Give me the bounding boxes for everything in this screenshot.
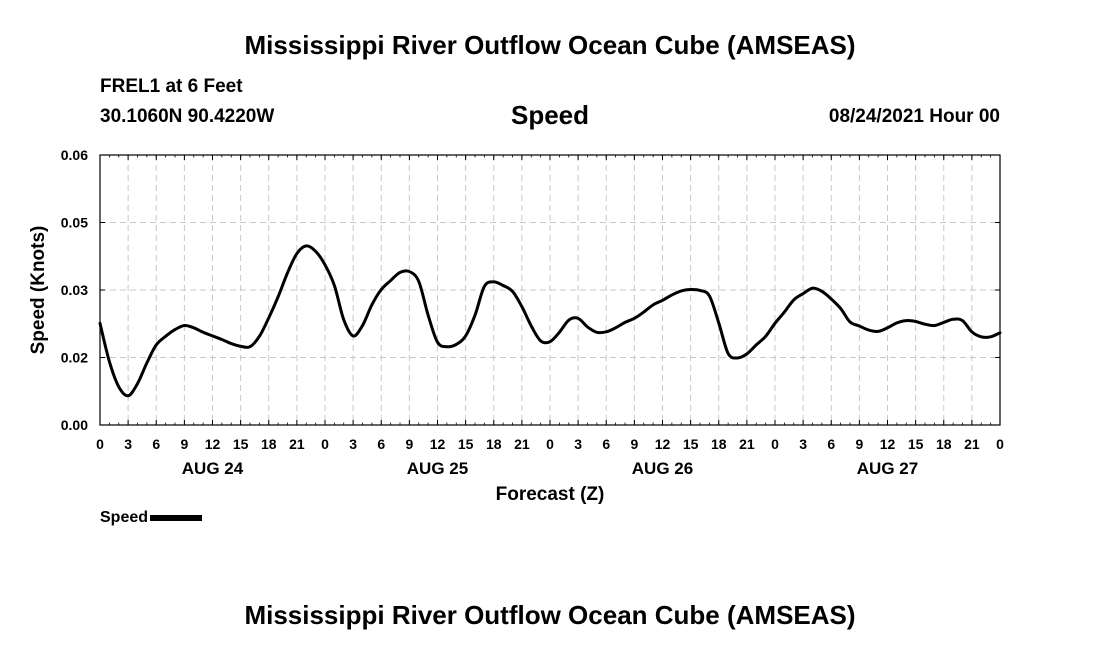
coordinates-label: 30.1060N 90.4220W: [100, 106, 275, 127]
x-tick-label: 15: [458, 436, 474, 452]
x-tick-label: 12: [430, 436, 446, 452]
station-label: FREL1 at 6 Feet: [100, 76, 243, 97]
x-tick-label: 3: [799, 436, 807, 452]
x-tick-label: 15: [908, 436, 924, 452]
x-tick-label: 0: [771, 436, 779, 452]
x-tick-label: 9: [630, 436, 638, 452]
speed-series-line: [98, 244, 1002, 398]
x-tick-label: 15: [233, 436, 249, 452]
x-tick-label: 12: [655, 436, 671, 452]
x-tick-label: 18: [711, 436, 727, 452]
x-tick-label: 18: [936, 436, 952, 452]
x-tick-label: 0: [96, 436, 104, 452]
x-tick-label: 12: [880, 436, 896, 452]
y-tick-label: 0.06: [61, 147, 88, 163]
x-tick-label: 9: [180, 436, 188, 452]
x-tick-label: 0: [321, 436, 329, 452]
x-tick-label: 9: [405, 436, 413, 452]
chart-title: Speed: [510, 100, 590, 130]
chart-main-title: Mississippi River Outflow Ocean Cube (AM…: [244, 30, 856, 60]
legend-label: Speed: [100, 509, 149, 526]
footer-title: Mississippi River Outflow Ocean Cube (AM…: [244, 600, 856, 630]
x-tick-label: 15: [683, 436, 699, 452]
x-tick-label: 3: [574, 436, 582, 452]
x-tick-label: 3: [349, 436, 357, 452]
run-time-label: 08/24/2021 Hour 00: [828, 106, 1000, 127]
legend: Speed: [100, 509, 203, 527]
x-tick-label: 6: [377, 436, 385, 452]
y-axis-title: Speed (Knots): [28, 226, 49, 355]
day-label: AUG 24: [182, 459, 244, 478]
x-tick-label: 6: [152, 436, 160, 452]
day-label: AUG 27: [857, 459, 918, 478]
y-tick-label: 0.02: [61, 350, 88, 366]
x-tick-label: 6: [602, 436, 610, 452]
x-tick-label: 0: [546, 436, 554, 452]
x-axis-title: Forecast (Z): [496, 484, 605, 505]
day-label: AUG 25: [407, 459, 468, 478]
x-tick-label: 18: [261, 436, 277, 452]
y-tick-label: 0.05: [61, 215, 88, 231]
x-tick-label: 0: [996, 436, 1004, 452]
series-layer: [98, 244, 1002, 398]
day-label: AUG 26: [632, 459, 693, 478]
plot-frame: [99, 154, 1001, 426]
x-tick-label: 9: [855, 436, 863, 452]
x-tick-label: 21: [739, 436, 755, 452]
x-tick-label: 21: [514, 436, 530, 452]
x-tick-label: 21: [964, 436, 980, 452]
axis-labels: 0 3 6 9 12 15 18 21 0 3 6 9 12 15 18 21 0 3 6 9 12 15 18 21 0 3 6 9…: [61, 147, 1004, 478]
x-tick-label: 12: [205, 436, 221, 452]
grid: [100, 155, 1000, 425]
x-tick-label: 18: [486, 436, 502, 452]
y-tick-label: 0.00: [61, 417, 88, 433]
legend-line-swatch: [150, 515, 203, 521]
y-tick-label: 0.03: [61, 282, 88, 298]
x-tick-label: 6: [827, 436, 835, 452]
x-tick-label: 21: [289, 436, 305, 452]
x-tick-label: 3: [124, 436, 132, 452]
